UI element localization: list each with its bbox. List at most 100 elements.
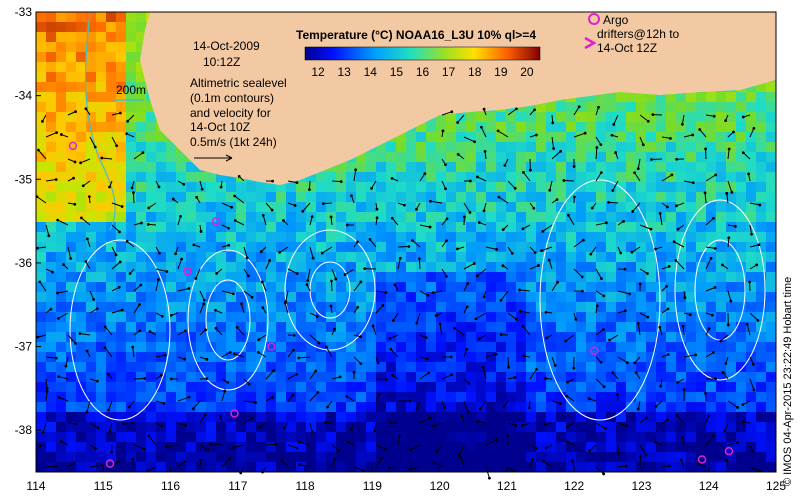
velocity-arrow-head — [555, 198, 559, 201]
sst-cell — [546, 422, 556, 432]
velocity-arrow-head — [472, 262, 476, 265]
velocity-arrow — [705, 258, 712, 270]
sst-cell — [666, 392, 676, 402]
sst-cell — [666, 422, 676, 432]
sst-cell — [86, 352, 96, 362]
sst-cell — [406, 272, 416, 282]
velocity-arrow-head — [672, 240, 676, 244]
sst-cell — [166, 192, 176, 202]
sst-cell — [566, 422, 576, 432]
sst-cell — [506, 332, 516, 342]
argo-legend-line: drifters@12h to — [597, 27, 680, 41]
sst-cell — [696, 322, 706, 332]
sst-cell — [276, 422, 286, 432]
sst-cell — [46, 292, 56, 302]
velocity-arrow — [551, 150, 561, 160]
velocity-arrow-head — [639, 455, 642, 459]
sst-cell — [476, 352, 486, 362]
sst-cell — [36, 362, 46, 372]
sst-cell — [636, 202, 646, 212]
sst-cell — [616, 422, 626, 432]
sst-cell — [756, 422, 766, 432]
velocity-arrow — [595, 290, 605, 297]
velocity-arrow — [507, 108, 517, 116]
sst-cell — [196, 452, 206, 462]
velocity-arrow-head — [204, 328, 207, 332]
sst-cell — [96, 62, 106, 72]
sst-cell — [366, 382, 376, 392]
sst-cell — [536, 102, 546, 112]
sst-cell — [626, 162, 636, 172]
velocity-arrow-head — [679, 458, 683, 462]
sst-cell — [666, 402, 676, 412]
x-tick-label: 118 — [296, 479, 315, 493]
sst-cell — [576, 332, 586, 342]
altimetric-line: (0.1m contours) — [190, 91, 274, 105]
sst-cell — [706, 402, 716, 412]
sst-cell — [426, 262, 436, 272]
sst-cell — [546, 312, 556, 322]
sst-cell — [546, 282, 556, 292]
sst-cell — [466, 362, 476, 372]
sst-cell — [176, 272, 186, 282]
sst-cell — [156, 372, 166, 382]
sst-cell — [736, 162, 746, 172]
altimetric-line: 14-Oct 10Z — [190, 120, 250, 134]
sst-cell — [136, 322, 146, 332]
sst-cell — [666, 462, 676, 472]
sst-cell — [356, 182, 366, 192]
sst-cell — [516, 392, 526, 402]
sst-cell — [506, 352, 516, 362]
velocity-arrow-head — [710, 313, 714, 317]
sst-cell — [46, 342, 56, 352]
sst-cell — [96, 132, 106, 142]
sst-cell — [196, 292, 206, 302]
sst-cell — [516, 212, 526, 222]
sst-cell — [576, 342, 586, 352]
sst-cell — [386, 162, 396, 172]
sst-cell — [686, 412, 696, 422]
velocity-arrow-head — [638, 282, 642, 286]
velocity-arrow-head — [534, 446, 538, 450]
velocity-arrow — [683, 180, 694, 184]
velocity-arrow — [177, 258, 183, 270]
sst-cell — [346, 182, 356, 192]
sst-cell — [246, 192, 256, 202]
sst-cell — [166, 292, 176, 302]
sst-cell — [326, 442, 336, 452]
sst-cell — [516, 282, 526, 292]
sst-cell — [376, 162, 386, 172]
sst-cell — [606, 462, 616, 472]
sst-cell — [136, 12, 146, 22]
sst-cell — [366, 242, 376, 252]
sst-cell — [506, 112, 516, 122]
sst-cell — [596, 262, 606, 272]
sst-cell — [296, 292, 306, 302]
sst-cell — [556, 112, 566, 122]
sst-cell — [456, 232, 466, 242]
sst-cell — [96, 412, 106, 422]
sst-cell — [696, 172, 706, 182]
sst-cell — [656, 342, 666, 352]
sst-cell — [626, 462, 636, 472]
velocity-arrow-head — [683, 296, 687, 300]
sst-cell — [376, 242, 386, 252]
sst-cell — [356, 222, 366, 232]
sst-cell — [446, 132, 456, 142]
sst-cell — [106, 12, 116, 22]
velocity-arrow-head — [595, 146, 599, 149]
velocity-arrow — [522, 325, 531, 336]
sst-cell — [186, 182, 196, 192]
sst-cell — [446, 302, 456, 312]
velocity-arrow-head — [100, 464, 104, 467]
velocity-arrow-head — [158, 251, 161, 255]
velocity-arrow — [299, 441, 311, 446]
velocity-arrow-head — [392, 319, 395, 322]
sst-cell — [36, 112, 46, 122]
sst-cell — [126, 272, 136, 282]
sst-cell — [216, 232, 226, 242]
velocity-arrow-head — [628, 292, 632, 296]
sst-cell — [536, 172, 546, 182]
sst-cell — [756, 112, 766, 122]
sst-cell — [416, 392, 426, 402]
